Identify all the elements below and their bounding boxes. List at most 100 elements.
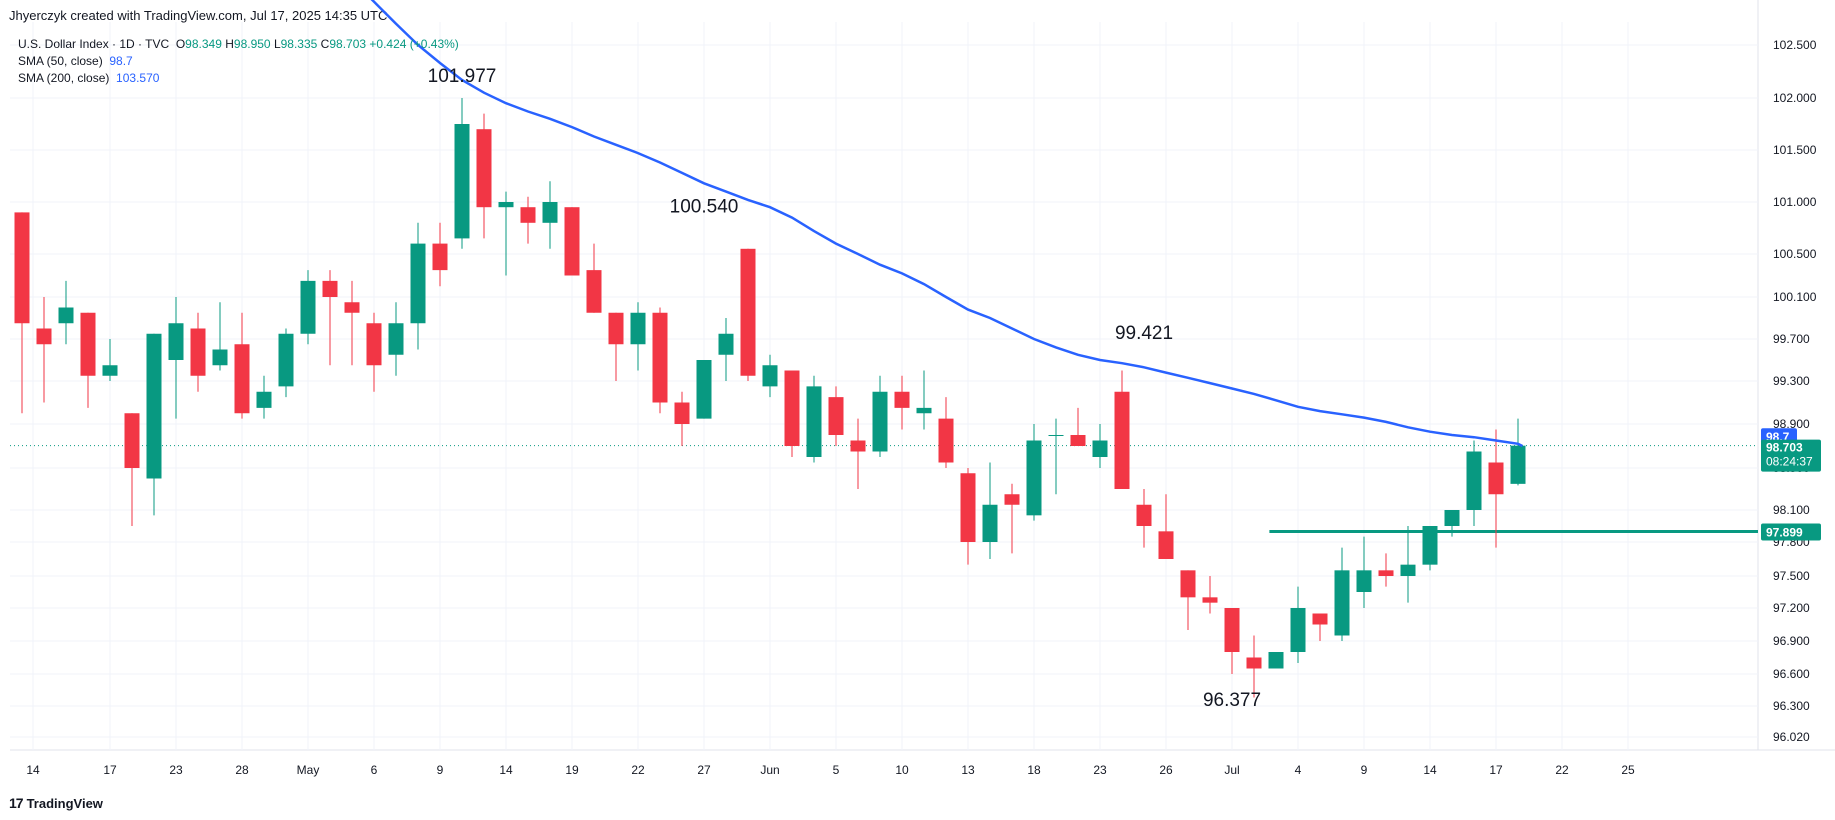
- change-value: +0.424 (+0.43%): [369, 37, 459, 51]
- candle-body: [454, 124, 470, 239]
- sma50-row[interactable]: SMA (50, close) 98.7: [18, 53, 459, 70]
- candle-body: [1092, 440, 1108, 457]
- candle: [498, 191, 514, 276]
- x-tick-label: 26: [1159, 763, 1173, 777]
- candle-body: [894, 391, 910, 408]
- candle: [1158, 494, 1174, 559]
- time-axis: 14 17 23 28 May 6 9 14 19 22 27 Jun 5 10 13 18 23 26 Jul 4 9…: [26, 763, 1635, 777]
- annotations-layer: 101.977 100.540 99.421 96.377: [428, 66, 1261, 711]
- candle: [1246, 635, 1262, 698]
- y-tick-label: 100.100: [1773, 290, 1817, 304]
- candle-body: [1026, 440, 1042, 516]
- x-tick-label: 9: [437, 763, 444, 777]
- candle: [1224, 608, 1240, 674]
- candles-layer: [14, 98, 1526, 698]
- candle: [366, 312, 382, 392]
- candle: [1444, 510, 1460, 537]
- x-tick-label: Jul: [1224, 763, 1239, 777]
- candle-body: [1400, 564, 1416, 576]
- candle: [1268, 652, 1284, 669]
- candle: [608, 312, 624, 381]
- candle: [850, 418, 866, 489]
- close-value: 98.703: [329, 37, 367, 51]
- candle: [432, 222, 448, 287]
- candle: [190, 312, 206, 392]
- x-tick-label: 17: [103, 763, 117, 777]
- candle: [1466, 440, 1482, 526]
- candle: [1422, 526, 1438, 571]
- candle: [124, 413, 140, 526]
- candle: [762, 354, 778, 398]
- sma-layer: [370, 0, 1523, 448]
- candle: [146, 333, 162, 516]
- candle-body: [36, 328, 52, 345]
- y-tick-label: 96.600: [1773, 667, 1810, 681]
- candle: [1136, 489, 1152, 548]
- y-tick-label: 99.700: [1773, 332, 1810, 346]
- candle-body: [366, 323, 382, 366]
- y-tick-label: 96.900: [1773, 634, 1810, 648]
- y-tick-label: 96.020: [1773, 730, 1810, 744]
- symbol-name[interactable]: U.S. Dollar Index · 1D · TVC: [18, 37, 170, 51]
- candle: [410, 222, 426, 350]
- candle-body: [1246, 657, 1262, 669]
- tradingview-brand: TradingView: [26, 795, 103, 811]
- candle: [1004, 483, 1020, 554]
- candle-body: [344, 302, 360, 313]
- candle-body: [212, 349, 228, 366]
- candle-body: [80, 312, 96, 376]
- sma50-line: [370, 0, 1523, 448]
- candle-body: [916, 407, 932, 414]
- candle: [344, 280, 360, 366]
- high-label: H: [225, 37, 234, 51]
- candle: [520, 196, 536, 244]
- candle-body: [564, 207, 580, 276]
- candle-body: [784, 370, 800, 446]
- candle-body: [410, 243, 426, 324]
- candle-body: [190, 328, 206, 376]
- x-tick-label: 27: [697, 763, 711, 777]
- candle: [388, 302, 404, 376]
- sma200-row[interactable]: SMA (200, close) 103.570: [18, 70, 459, 87]
- candle: [894, 375, 910, 430]
- candle-body: [608, 312, 624, 345]
- y-tick-label: 97.500: [1773, 569, 1810, 583]
- candle: [1092, 424, 1108, 468]
- high-value: 98.950: [233, 37, 271, 51]
- candle: [1070, 407, 1086, 446]
- candle-body: [1378, 570, 1394, 576]
- y-tick-label: 98.100: [1773, 503, 1810, 517]
- candle: [630, 302, 646, 371]
- candle: [696, 360, 712, 419]
- tradingview-logo[interactable]: 17 TradingView: [9, 795, 103, 811]
- candle-body: [14, 212, 30, 324]
- x-tick-label: 6: [371, 763, 378, 777]
- candle: [1180, 570, 1196, 630]
- open-value: 98.349: [185, 37, 222, 51]
- candle: [718, 318, 734, 381]
- candle-body: [432, 243, 448, 271]
- candle: [938, 397, 954, 468]
- candle-body: [1004, 494, 1020, 505]
- candle: [1356, 536, 1372, 608]
- candle-body: [1224, 608, 1240, 652]
- candle: [278, 328, 294, 398]
- candle-body: [696, 360, 712, 419]
- symbol-row: U.S. Dollar Index · 1D · TVC O98.349 H98…: [18, 36, 459, 53]
- candle: [256, 375, 272, 419]
- price-annotation: 101.977: [428, 66, 497, 87]
- candle-body: [124, 413, 140, 468]
- candle-body: [1048, 435, 1064, 436]
- candle: [212, 302, 228, 371]
- candle: [14, 212, 30, 414]
- candle-body: [828, 397, 844, 435]
- x-tick-label: May: [297, 763, 320, 777]
- candle-body: [674, 402, 690, 424]
- candle-body: [652, 312, 668, 403]
- candle-body: [586, 270, 602, 313]
- candle: [36, 297, 52, 403]
- candle: [542, 181, 558, 249]
- y-tick-label: 102.000: [1773, 91, 1817, 105]
- candle-body: [388, 323, 404, 355]
